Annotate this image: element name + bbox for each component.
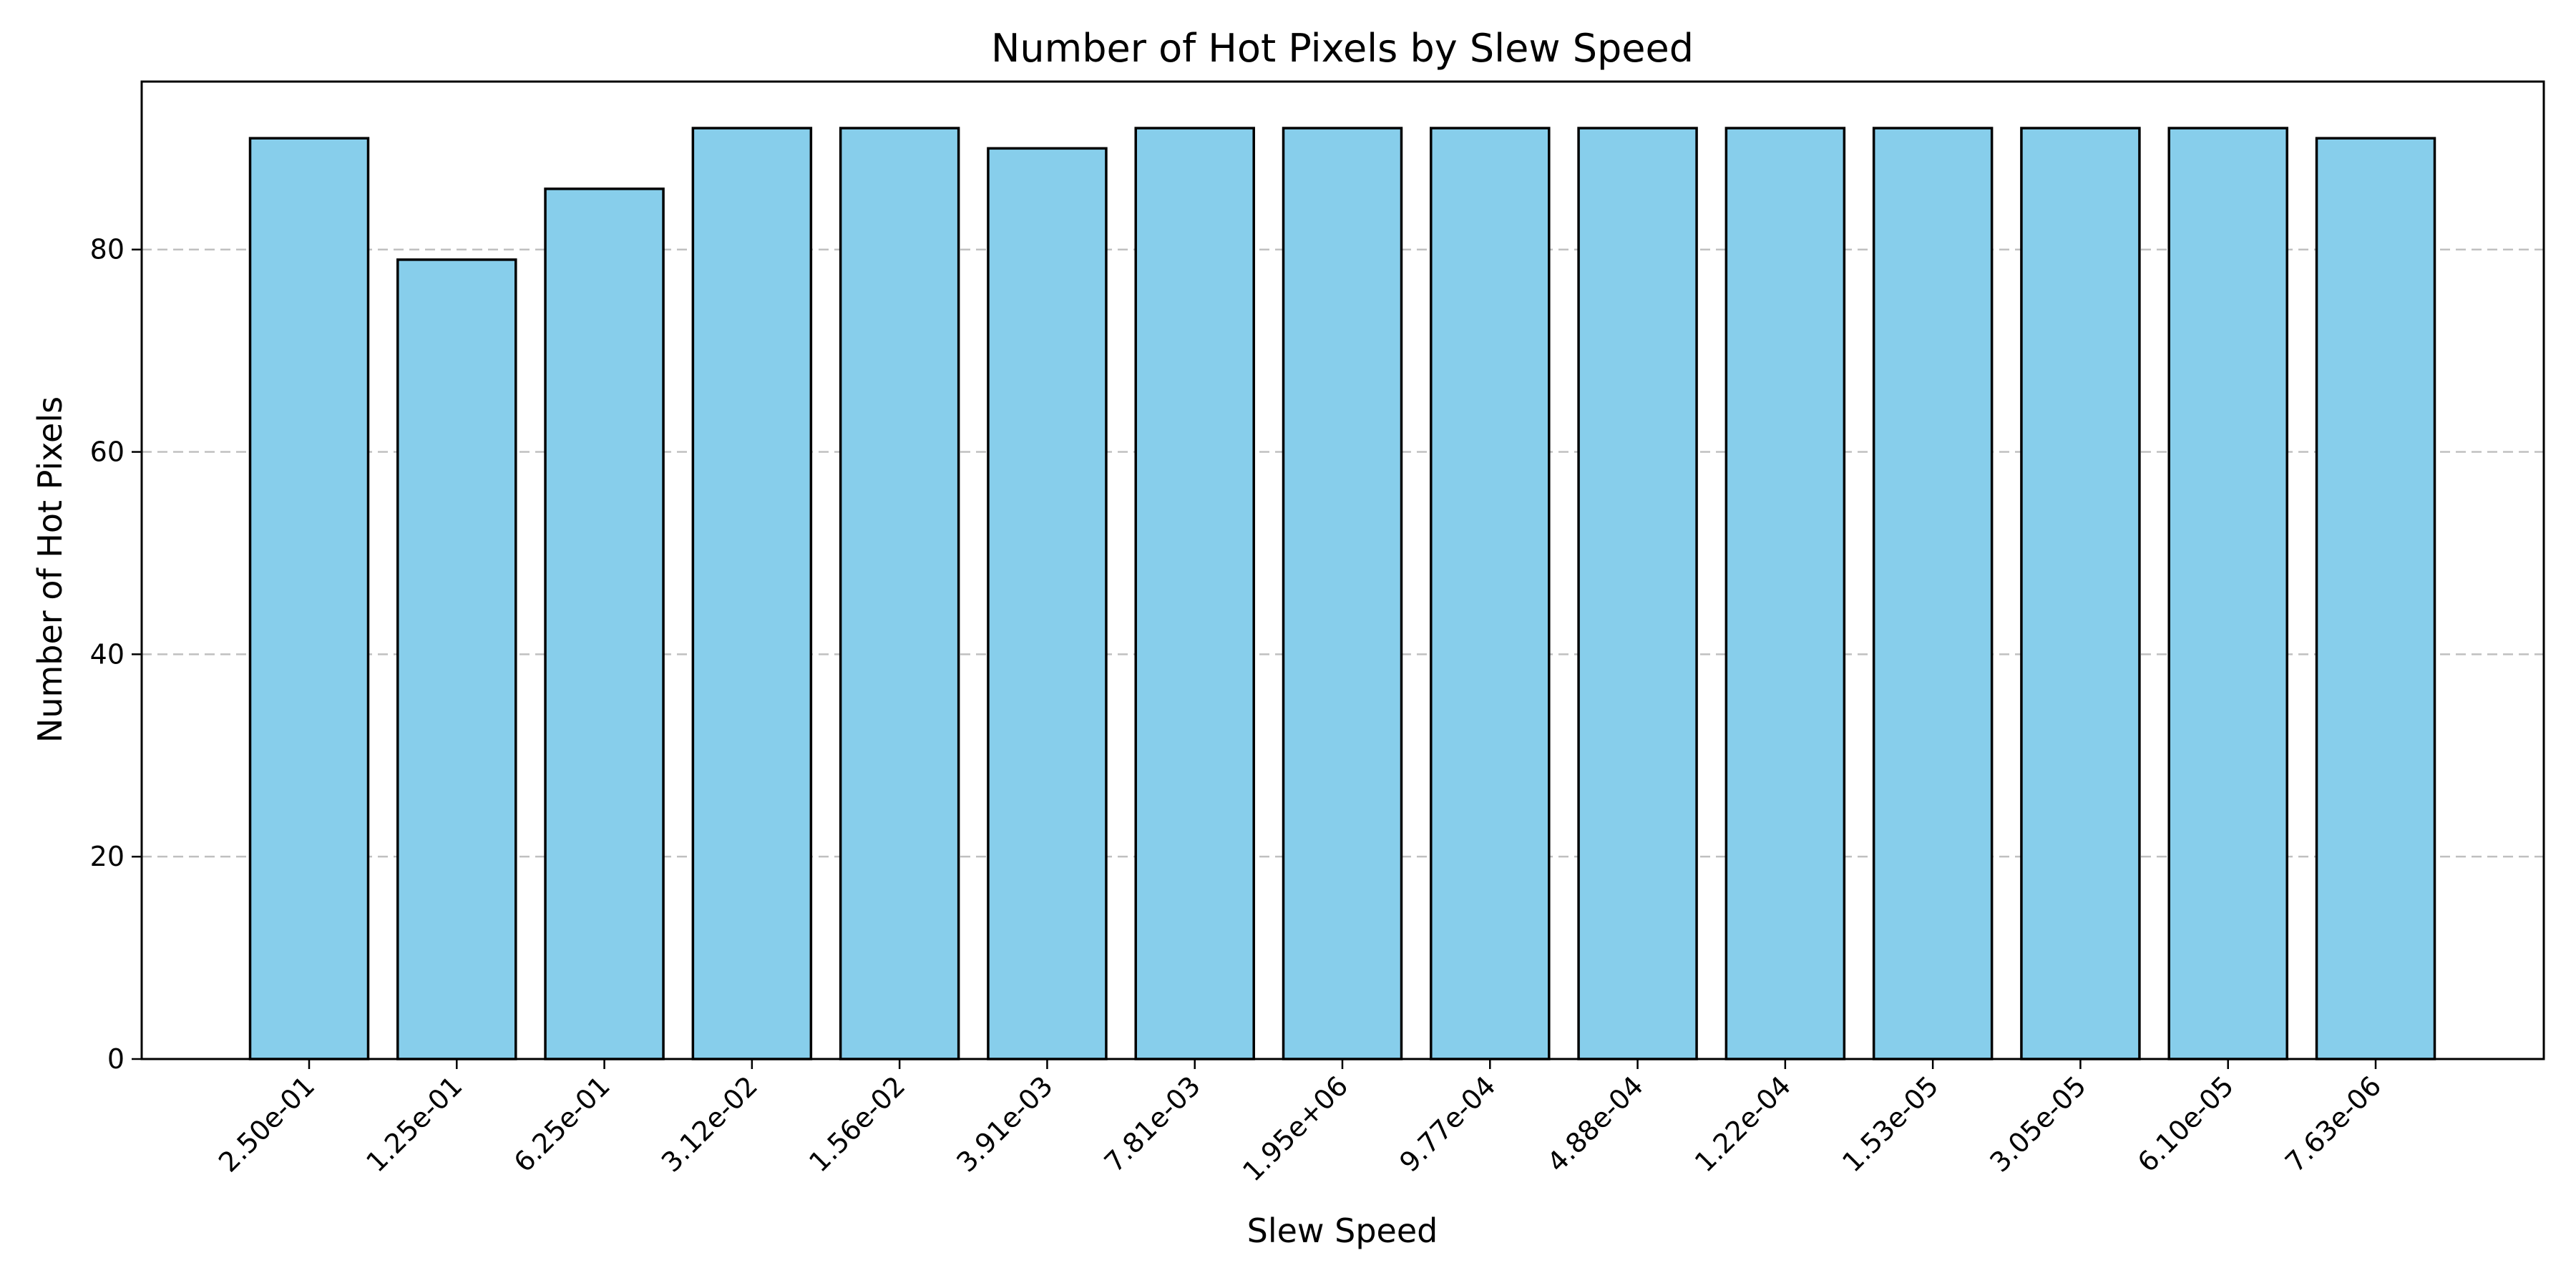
y-tick-label: 20 bbox=[90, 841, 125, 872]
bar bbox=[2315, 137, 2436, 1060]
bar bbox=[1872, 127, 1994, 1060]
bar bbox=[839, 127, 960, 1060]
bar bbox=[1134, 127, 1255, 1060]
x-axis-label: Slew Speed bbox=[1247, 1211, 1438, 1250]
bar bbox=[1724, 127, 1846, 1060]
y-axis-label: Number of Hot Pixels bbox=[31, 396, 69, 743]
y-tick-label: 60 bbox=[90, 436, 125, 468]
y-tick-label: 0 bbox=[107, 1043, 125, 1075]
bar bbox=[987, 147, 1108, 1060]
bar bbox=[248, 137, 370, 1060]
y-tick-label: 40 bbox=[90, 638, 125, 670]
bar bbox=[2167, 127, 2288, 1060]
bar bbox=[396, 258, 517, 1060]
bar bbox=[691, 127, 813, 1060]
bar bbox=[1577, 127, 1698, 1060]
bar-series bbox=[248, 127, 2436, 1060]
bar bbox=[544, 187, 665, 1060]
bar bbox=[1430, 127, 1551, 1060]
bar bbox=[2020, 127, 2141, 1060]
chart-title: Number of Hot Pixels by Slew Speed bbox=[991, 26, 1694, 71]
bar bbox=[1282, 127, 1403, 1060]
y-axis-ticks: 0 20 40 60 80 bbox=[90, 234, 142, 1075]
y-tick-label: 80 bbox=[90, 234, 125, 265]
